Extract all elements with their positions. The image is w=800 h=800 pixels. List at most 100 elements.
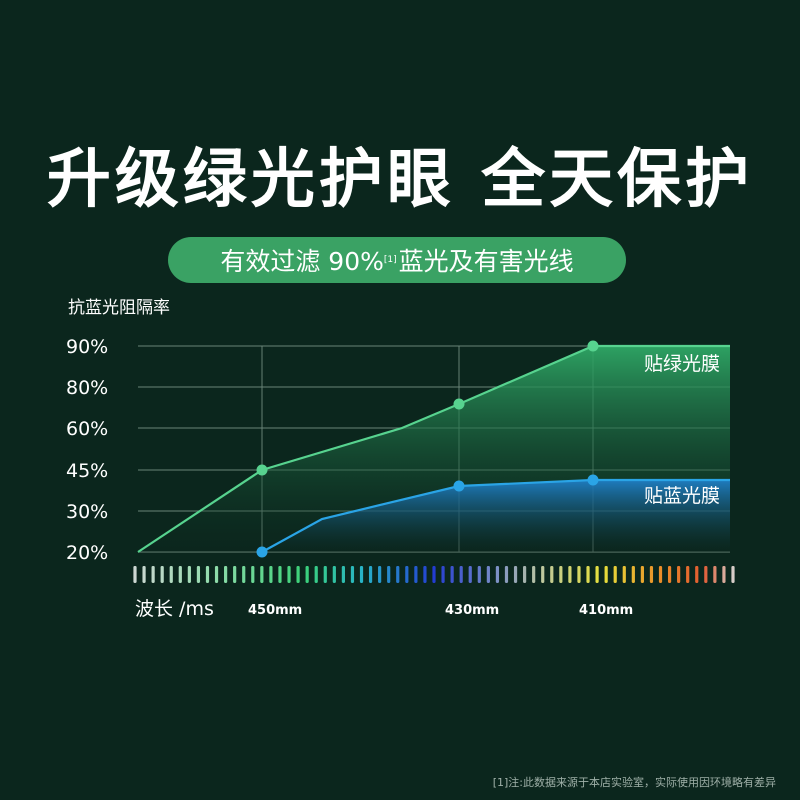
x-axis-label: 波长 /ms xyxy=(135,598,214,620)
spectrum-tick xyxy=(196,566,201,583)
spectrum-tick xyxy=(559,566,563,583)
spectrum-tick xyxy=(677,566,681,583)
pill-text-suffix: 蓝光及有害光线 xyxy=(398,247,574,276)
spectrum-tick xyxy=(686,566,690,583)
spectrum-tick xyxy=(731,566,735,583)
spectrum-tick xyxy=(169,566,173,583)
spectrum-tick xyxy=(667,566,672,583)
pill-note-mark: [1] xyxy=(383,255,397,265)
spectrum-tick xyxy=(486,566,490,583)
spectrum-tick xyxy=(368,566,373,583)
spectrum-tick xyxy=(251,566,255,583)
data-point xyxy=(587,474,599,486)
spectrum-tick xyxy=(350,566,355,583)
spectrum-tick xyxy=(214,566,219,583)
spectrum-tick xyxy=(649,566,654,583)
spectrum-tick xyxy=(414,566,418,583)
spectrum-tick xyxy=(205,566,210,583)
spectrum-tick xyxy=(713,566,717,583)
spectrum-tick xyxy=(405,566,409,583)
y-tick-label: 20% xyxy=(66,542,108,564)
spectrum-tick xyxy=(305,566,309,583)
series-areas xyxy=(138,346,730,552)
spectrum-tick xyxy=(323,566,327,583)
spectrum-tick xyxy=(151,566,155,583)
spectrum-tick xyxy=(468,566,472,583)
spectrum-tick xyxy=(504,566,509,583)
spectrum-tick xyxy=(160,566,164,583)
series-label: 贴蓝光膜 xyxy=(644,485,720,507)
data-point xyxy=(256,464,268,476)
spectrum-tick xyxy=(459,566,463,583)
spectrum-tick xyxy=(378,566,382,583)
y-tick-labels: 90% 80% 60% 45% 30% 20% xyxy=(66,336,108,564)
data-point xyxy=(453,480,465,492)
spectrum-tick xyxy=(396,566,400,583)
data-point xyxy=(587,340,599,352)
y-tick-label: 30% xyxy=(66,501,108,523)
spectrum-tick xyxy=(568,566,572,583)
spectrum-tick xyxy=(595,566,599,583)
spectrum-tick xyxy=(604,566,608,583)
spectrum-tick xyxy=(341,566,345,583)
spectrum-tick xyxy=(142,566,146,583)
spectrum-tick xyxy=(495,566,500,583)
page-title: 升级绿光护眼 全天保护 xyxy=(46,143,754,217)
spectrum-tick xyxy=(224,566,228,583)
y-tick-label: 45% xyxy=(66,460,108,482)
spectrum-tick xyxy=(477,566,481,583)
spectrum-tick xyxy=(577,566,581,583)
spectrum-tick xyxy=(296,566,300,583)
x-marker-label: 430mm xyxy=(445,603,499,618)
spectrum-tick xyxy=(260,566,264,583)
y-tick-label: 90% xyxy=(66,336,108,358)
spectrum-tick xyxy=(187,566,191,583)
spectrum-tick xyxy=(622,566,626,583)
data-point xyxy=(256,546,268,558)
spectrum-tick xyxy=(550,566,554,583)
spectrum-tick xyxy=(441,566,445,583)
spectrum-tick xyxy=(278,566,282,583)
data-point xyxy=(453,398,465,410)
y-axis-label: 抗蓝光阻隔率 xyxy=(68,298,170,318)
spectrum-tick xyxy=(541,566,545,583)
wavelength-spectrum-bar xyxy=(133,566,735,583)
series-line-0 xyxy=(137,344,730,553)
spectrum-tick xyxy=(423,566,427,583)
spectrum-tick xyxy=(387,566,391,583)
spectrum-tick xyxy=(532,566,536,583)
spectrum-tick xyxy=(586,566,590,583)
spectrum-tick xyxy=(242,566,246,583)
spectrum-tick xyxy=(314,566,318,583)
series-area-1 xyxy=(262,480,730,552)
spectrum-tick xyxy=(513,566,518,583)
series-label: 贴绿光膜 xyxy=(644,353,720,375)
spectrum-tick xyxy=(523,566,527,583)
spectrum-tick xyxy=(178,566,182,583)
y-tick-label: 80% xyxy=(66,377,108,399)
spectrum-tick xyxy=(704,566,708,583)
spectrum-tick xyxy=(722,566,726,583)
x-marker-labels: 450mm 430mm 410mm xyxy=(248,603,633,618)
spectrum-tick xyxy=(695,566,699,583)
spectrum-tick xyxy=(233,566,237,583)
spectrum-tick xyxy=(432,566,436,583)
highlight-pill: 有效过滤 90% [1] 蓝光及有害光线 xyxy=(168,237,626,283)
x-marker-label: 410mm xyxy=(579,603,633,618)
pill-text-prefix: 有效过滤 90% xyxy=(220,247,384,276)
y-tick-label: 60% xyxy=(66,418,108,440)
spectrum-tick xyxy=(631,566,635,583)
spectrum-tick xyxy=(287,566,291,583)
spectrum-tick xyxy=(658,566,663,583)
spectrum-tick xyxy=(613,566,617,583)
spectrum-tick xyxy=(269,566,273,583)
x-marker-label: 450mm xyxy=(248,603,302,618)
spectrum-tick xyxy=(133,566,137,583)
series-markers xyxy=(256,340,599,558)
spectrum-tick xyxy=(640,566,644,583)
spectrum-tick xyxy=(450,566,454,583)
footnote: [1]注:此数据来源于本店实验室，实际使用因环境略有差异 xyxy=(492,776,776,789)
spectrum-tick xyxy=(332,566,336,583)
